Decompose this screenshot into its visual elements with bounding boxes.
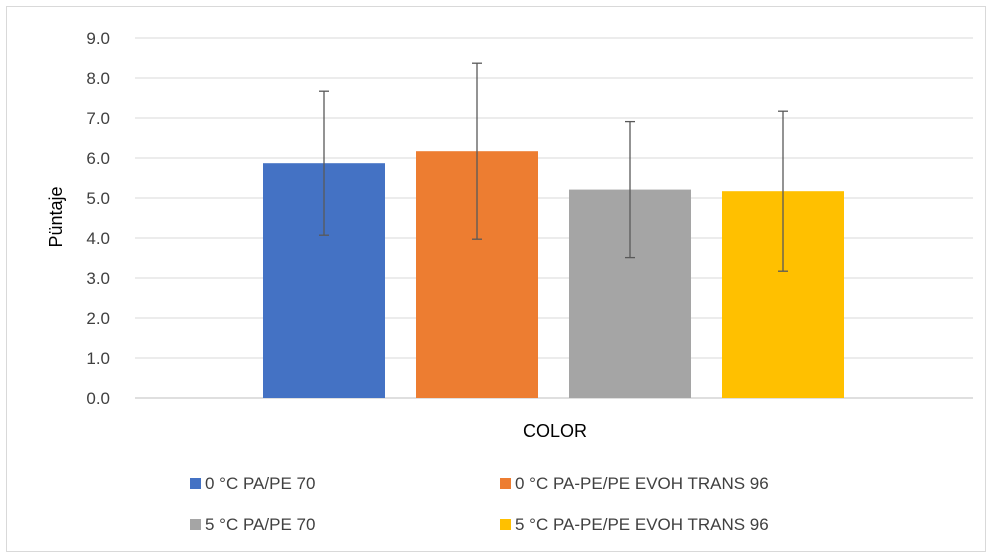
legend-label-1: 0 °C PA-PE/PE EVOH TRANS 96 <box>515 474 769 493</box>
y-tick-label-4: 4.0 <box>86 229 110 248</box>
bars <box>263 151 844 398</box>
legend-label-0: 0 °C PA/PE 70 <box>205 474 315 493</box>
legend-swatch-3 <box>500 519 511 530</box>
legend-label-2: 5 °C PA/PE 70 <box>205 515 315 534</box>
y-tick-label-9: 9.0 <box>86 29 110 48</box>
y-axis-title: Püntaje <box>46 186 66 247</box>
y-tick-label-7: 7.0 <box>86 109 110 128</box>
x-axis-title: COLOR <box>523 421 587 441</box>
y-tick-label-2: 2.0 <box>86 309 110 328</box>
y-tick-label-1: 1.0 <box>86 349 110 368</box>
y-tick-label-6: 6.0 <box>86 149 110 168</box>
error-bar-1 <box>472 62 482 240</box>
gridlines <box>135 37 973 399</box>
error-bars <box>319 62 788 272</box>
y-tick-label-3: 3.0 <box>86 269 110 288</box>
legend-swatch-2 <box>190 519 201 530</box>
y-tick-label-0: 0.0 <box>86 389 110 408</box>
legend-label-3: 5 °C PA-PE/PE EVOH TRANS 96 <box>515 515 769 534</box>
error-bar-0 <box>319 90 329 236</box>
y-tick-labels: 0.0 1.0 2.0 3.0 4.0 5.0 6.0 7.0 8.0 9.0 <box>86 29 110 408</box>
y-tick-label-5: 5.0 <box>86 189 110 208</box>
error-bar-2 <box>625 120 635 259</box>
y-tick-label-8: 8.0 <box>86 69 110 88</box>
legend-swatch-0 <box>190 478 201 489</box>
legend: 0 °C PA/PE 70 0 °C PA-PE/PE EVOH TRANS 9… <box>190 474 769 534</box>
error-bar-3 <box>778 110 788 272</box>
legend-swatch-1 <box>500 478 511 489</box>
